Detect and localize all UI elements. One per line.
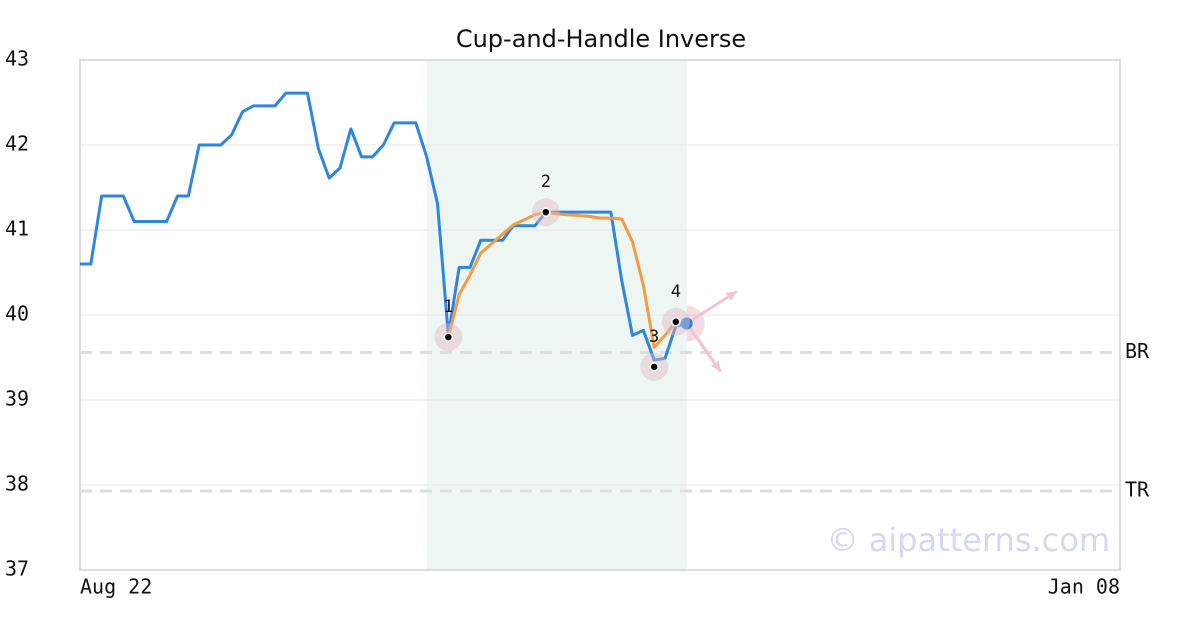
series-line [80,91,688,362]
pattern-point [649,362,659,372]
pattern-point [541,207,551,217]
y-tick-label: 39 [5,387,29,411]
y-tick-label: 38 [5,472,29,496]
forecast-arrow-head [725,291,737,301]
x-tick-label: Aug 22 [80,575,152,599]
y-tick-label: 42 [5,132,29,156]
chart-title: Cup-and-Handle Inverse [456,25,746,53]
y-tick-label: 40 [5,302,29,326]
y-tick-label: 37 [5,557,29,581]
forecast-arrow-head [711,360,721,372]
series-line [446,210,678,349]
plot-frame [79,59,1121,571]
watermark: © aipatterns.com [827,521,1110,559]
x-tick-label: Jan 08 [1048,575,1120,599]
level-label: TR [1125,477,1150,501]
point-label: 3 [649,327,659,347]
y-tick-label: 41 [5,217,29,241]
pattern-point [671,317,681,327]
y-tick-label: 43 [5,47,29,71]
point-label: 1 [443,297,453,317]
point-label: 4 [671,282,681,302]
pattern-point [443,332,454,342]
level-label: BR [1125,339,1150,363]
last-price-dot [680,317,693,330]
point-label: 2 [541,172,551,192]
